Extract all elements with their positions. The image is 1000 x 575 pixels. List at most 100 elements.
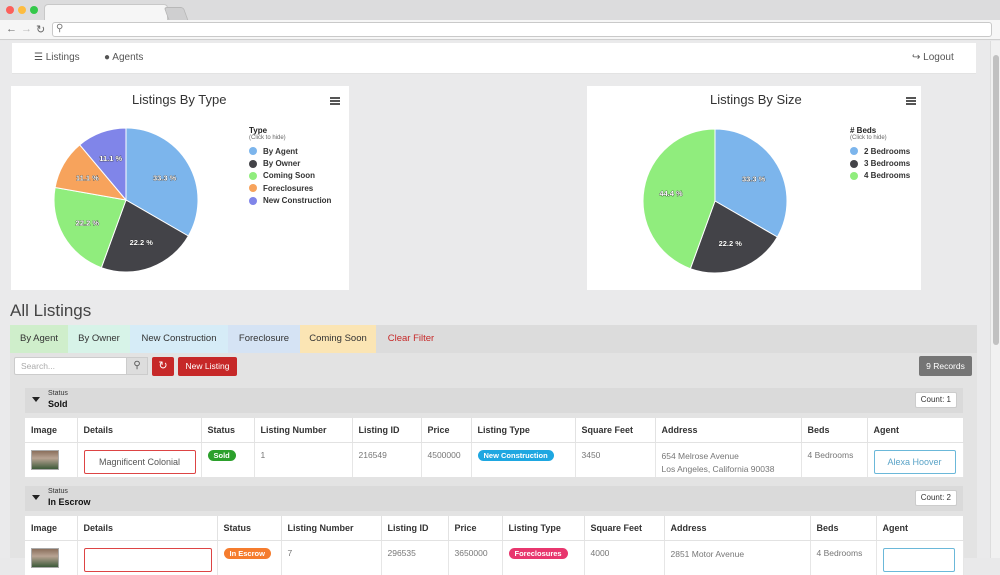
- cell-address: 654 Melrose Avenue Los Angeles, Californ…: [655, 442, 802, 477]
- group-value: In Escrow: [48, 497, 91, 507]
- collapse-triangle-icon[interactable]: [32, 397, 40, 402]
- legend-swatch: [249, 159, 257, 168]
- search-button[interactable]: ⚲: [126, 357, 148, 375]
- pie-slice-coming-soon[interactable]: [53, 186, 127, 269]
- col-agent[interactable]: Agent: [867, 418, 964, 443]
- legend-item[interactable]: Coming Soon: [249, 170, 331, 182]
- collapse-triangle-icon[interactable]: [32, 495, 40, 500]
- legend-item[interactable]: 4 Bedrooms: [850, 170, 910, 182]
- pie-slice-4-bedrooms[interactable]: [642, 128, 716, 270]
- col-listing-id[interactable]: Listing ID: [381, 516, 449, 541]
- status-badge: In Escrow: [223, 547, 271, 559]
- col-price[interactable]: Price: [448, 516, 503, 541]
- cell-beds: 4 Bedrooms: [801, 442, 868, 477]
- col-listing-id[interactable]: Listing ID: [352, 418, 422, 443]
- browser-tab-active[interactable]: [44, 4, 168, 21]
- search-input[interactable]: Search...: [14, 357, 127, 375]
- legend-swatch: [249, 147, 257, 156]
- col-listing-type[interactable]: Listing Type: [471, 418, 576, 443]
- minimize-window-icon[interactable]: [18, 6, 26, 14]
- col-agent[interactable]: Agent: [876, 516, 964, 541]
- cell-status: Sold: [201, 442, 255, 477]
- logout-label: Logout: [923, 52, 954, 63]
- col-square-feet[interactable]: Square Feet: [575, 418, 656, 443]
- filter-by-agent[interactable]: By Agent: [10, 325, 68, 353]
- col-status[interactable]: Status: [217, 516, 282, 541]
- list-icon: ☰: [34, 52, 43, 63]
- col-listing-number[interactable]: Listing Number: [254, 418, 353, 443]
- col-details[interactable]: Details: [77, 418, 202, 443]
- legend-item[interactable]: 2 Bedrooms: [850, 145, 910, 157]
- pie-slice-new-construction[interactable]: [79, 127, 127, 202]
- legend-item[interactable]: 3 Bedrooms: [850, 157, 910, 169]
- scrollbar-thumb[interactable]: [993, 55, 999, 345]
- refresh-button[interactable]: ↻: [152, 357, 174, 376]
- col-square-feet[interactable]: Square Feet: [584, 516, 665, 541]
- col-price[interactable]: Price: [421, 418, 472, 443]
- col-address[interactable]: Address: [655, 418, 802, 443]
- legend-item[interactable]: New Construction: [249, 195, 331, 207]
- new-tab-button[interactable]: [163, 7, 189, 20]
- col-address[interactable]: Address: [664, 516, 811, 541]
- address-line-2[interactable]: Los Angeles, California 90038: [661, 463, 775, 474]
- forward-arrow-icon[interactable]: →: [21, 23, 32, 35]
- listing-type-badge: Foreclosures: [508, 547, 568, 559]
- chart-menu-icon[interactable]: [906, 97, 916, 105]
- nav-agents-label: Agents: [112, 52, 144, 63]
- address-line-1[interactable]: 654 Melrose Avenue: [661, 450, 739, 461]
- maximize-window-icon[interactable]: [30, 6, 38, 14]
- listing-type-badge: New Construction: [477, 449, 554, 461]
- pie-slice-by-owner[interactable]: [100, 199, 190, 273]
- filter-new-construction[interactable]: New Construction: [130, 325, 228, 353]
- pie-data-label: 22.2 %: [719, 239, 743, 248]
- pie-slice-2-bedrooms[interactable]: [714, 128, 788, 238]
- chart-menu-icon[interactable]: [330, 97, 340, 105]
- col-listing-type[interactable]: Listing Type: [502, 516, 585, 541]
- group-header-sold[interactable]: Status Sold Count: 1: [25, 388, 963, 413]
- pie-slice-3-bedrooms[interactable]: [689, 200, 779, 274]
- reload-icon[interactable]: ↻: [36, 24, 46, 36]
- col-beds[interactable]: Beds: [810, 516, 877, 541]
- new-listing-button[interactable]: New Listing: [178, 357, 237, 376]
- legend-item[interactable]: By Agent: [249, 145, 331, 157]
- col-status[interactable]: Status: [201, 418, 255, 443]
- address-bar[interactable]: ⚲: [52, 22, 992, 37]
- filter-by-owner[interactable]: By Owner: [68, 325, 130, 353]
- filter-clear[interactable]: Clear Filter: [376, 325, 446, 353]
- nav-listings-link[interactable]: ☰ Listings: [34, 52, 80, 63]
- legend-swatch: [850, 159, 858, 168]
- browser-toolbar: ← → ↻ ⚲: [0, 20, 1000, 40]
- listing-thumbnail[interactable]: [31, 449, 59, 470]
- close-window-icon[interactable]: [6, 6, 14, 14]
- col-beds[interactable]: Beds: [801, 418, 868, 443]
- top-navigation: ☰ Listings ● Agents ↪ Logout: [12, 43, 976, 74]
- pie-data-label: 11.1 %: [99, 154, 122, 163]
- chart-title: Listings By Type: [132, 92, 227, 107]
- page-scrollbar[interactable]: [990, 41, 1000, 558]
- filter-foreclosure[interactable]: Foreclosure: [228, 325, 300, 353]
- group-header-in-escrow[interactable]: Status In Escrow Count: 2: [25, 486, 963, 511]
- cell-listing-type: New Construction: [471, 442, 576, 477]
- details-button[interactable]: [83, 547, 212, 572]
- legend-label: Coming Soon: [263, 171, 315, 181]
- agent-button[interactable]: Alexa Hoover: [873, 449, 956, 474]
- col-image[interactable]: Image: [25, 516, 78, 541]
- legend-swatch: [850, 147, 858, 156]
- nav-agents-link[interactable]: ● Agents: [104, 52, 143, 63]
- address-line-1[interactable]: 2851 Motor Avenue: [670, 548, 745, 559]
- col-listing-number[interactable]: Listing Number: [281, 516, 382, 541]
- back-arrow-icon[interactable]: ←: [6, 23, 17, 35]
- legend-item[interactable]: Foreclosures: [249, 182, 331, 194]
- pie-data-label: 33.3 %: [153, 174, 177, 183]
- legend-title: Type: [249, 126, 268, 135]
- details-button[interactable]: Magnificent Colonial: [83, 449, 196, 474]
- legend-item[interactable]: By Owner: [249, 157, 331, 169]
- col-image[interactable]: Image: [25, 418, 78, 443]
- logout-link[interactable]: ↪ Logout: [912, 52, 954, 63]
- pie-slice-by-agent[interactable]: [125, 127, 199, 237]
- agent-button[interactable]: [882, 547, 955, 572]
- col-details[interactable]: Details: [77, 516, 218, 541]
- legend-label: 2 Bedrooms: [864, 146, 911, 156]
- status-badge: Sold: [207, 449, 236, 461]
- filter-coming-soon[interactable]: Coming Soon: [300, 325, 376, 353]
